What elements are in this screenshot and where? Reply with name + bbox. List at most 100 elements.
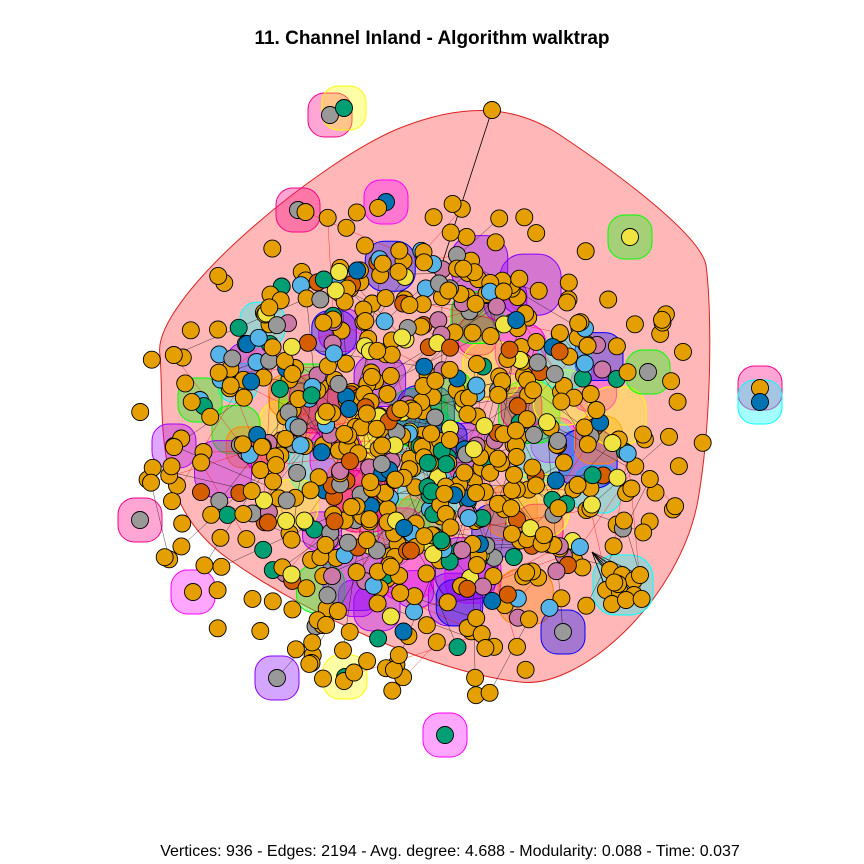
vertex (464, 440, 483, 459)
vertex (559, 273, 578, 292)
vertex (480, 683, 499, 702)
vertex (429, 311, 448, 330)
vertex (316, 535, 335, 554)
vertex (634, 425, 652, 444)
vertex (361, 473, 380, 492)
vertex (165, 438, 183, 456)
vertex (142, 473, 160, 492)
vertex (668, 392, 687, 411)
vertex (296, 203, 315, 221)
vertex (426, 408, 445, 427)
vertex (202, 505, 221, 524)
vertex (282, 565, 301, 584)
vertex (390, 241, 409, 260)
vertex (523, 458, 542, 477)
vertex (164, 346, 183, 364)
vertex (467, 556, 486, 575)
vertex (578, 336, 597, 355)
edge (345, 276, 406, 364)
vertex (441, 518, 460, 537)
vertex (554, 453, 573, 472)
vertex (381, 557, 400, 576)
chart-title: 11. Channel Inland - Algorithm walktrap (254, 28, 610, 49)
vertex (415, 253, 433, 272)
vertex (614, 511, 633, 530)
vertex (441, 223, 460, 242)
vertex (209, 266, 228, 285)
vertex (201, 407, 220, 426)
vertex (581, 385, 600, 403)
vertex (291, 436, 310, 455)
vertex (507, 311, 526, 330)
vertex (263, 239, 282, 258)
vertex (393, 328, 412, 347)
vertex (634, 523, 653, 542)
vertex (342, 498, 361, 516)
vertex (391, 584, 410, 603)
vertex (751, 393, 769, 411)
vertex (329, 374, 348, 393)
vertex (424, 545, 443, 564)
edge (327, 217, 334, 316)
vertex (489, 385, 508, 404)
vertex (367, 419, 386, 438)
vertex (357, 531, 376, 550)
vertex (172, 537, 191, 556)
graph-statistics: Vertices: 936 - Edges: 2194 - Avg. degre… (160, 843, 740, 860)
vertex (486, 233, 505, 252)
vertex (516, 660, 535, 679)
vertex (507, 447, 526, 466)
edge (426, 573, 458, 648)
vertex (603, 434, 622, 452)
vertex (415, 527, 434, 546)
vertex (475, 417, 494, 436)
vertex (617, 591, 635, 609)
vertex (632, 589, 651, 608)
vertex (252, 437, 271, 456)
vertex (234, 388, 253, 407)
vertex (181, 321, 200, 340)
vertex (376, 289, 395, 308)
vertex (466, 668, 485, 687)
vertex (357, 404, 376, 423)
vertex (218, 505, 237, 524)
vertex (548, 431, 567, 450)
vertex (282, 530, 301, 549)
vertex (540, 598, 559, 617)
vertex (223, 349, 242, 368)
vertex (545, 364, 564, 383)
vertex (324, 344, 343, 363)
vertex (625, 315, 644, 334)
vertex (340, 399, 358, 418)
vertex (550, 324, 569, 343)
vertex (317, 615, 336, 634)
vertex (498, 585, 517, 604)
vertex (276, 429, 295, 448)
vertex (360, 510, 379, 529)
vertex (441, 338, 460, 357)
vertex (334, 641, 352, 660)
vertex (229, 318, 248, 337)
vertex (587, 401, 606, 419)
vertex (192, 483, 210, 502)
vertex (391, 400, 410, 418)
vertex (440, 360, 459, 379)
vertex (263, 592, 282, 611)
vertex (208, 581, 227, 600)
vertex (347, 563, 366, 581)
vertex (209, 320, 227, 339)
vertices (131, 99, 769, 744)
vertex (653, 310, 671, 329)
vertex (318, 208, 337, 227)
vertex (283, 600, 302, 619)
vertex (524, 381, 543, 400)
vertex (348, 261, 367, 280)
vertex (669, 457, 688, 476)
vertex (289, 418, 308, 437)
vertex (314, 669, 332, 688)
vertex (575, 354, 594, 373)
vertex (618, 363, 637, 382)
vertex (467, 355, 486, 373)
vertex (356, 236, 374, 255)
vertex (437, 455, 456, 474)
